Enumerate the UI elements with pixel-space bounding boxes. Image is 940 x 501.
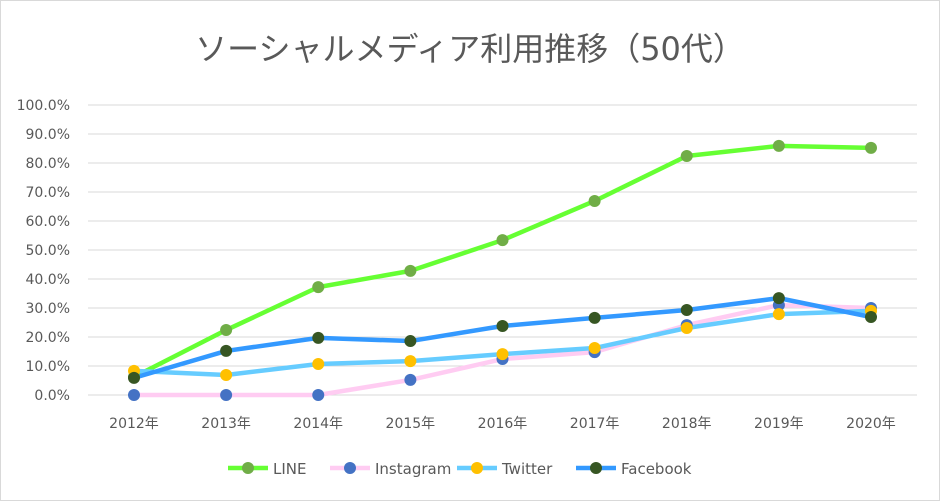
- data-point: [220, 389, 233, 401]
- legend-marker: [242, 462, 254, 474]
- data-point: [404, 335, 417, 348]
- data-point: [312, 389, 325, 401]
- data-point: [588, 342, 601, 355]
- data-point: [312, 331, 325, 344]
- x-tick-label: 2020年: [846, 416, 896, 432]
- x-tick-label: 2014年: [293, 416, 343, 432]
- data-point: [128, 371, 140, 384]
- data-point: [772, 292, 785, 305]
- y-tick-label: 0.0%: [34, 388, 70, 404]
- y-tick-label: 100.0%: [17, 98, 70, 114]
- legend-marker: [590, 462, 602, 474]
- data-point: [312, 357, 325, 370]
- data-point: [588, 194, 601, 207]
- chart-title: ソーシャルメディア利用推移（50代）: [195, 30, 745, 68]
- x-tick-label: 2015年: [386, 416, 436, 432]
- y-tick-label: 20.0%: [26, 330, 70, 346]
- y-tick-label: 10.0%: [26, 359, 70, 375]
- data-point: [496, 234, 509, 247]
- y-tick-label: 30.0%: [26, 301, 70, 317]
- legend-marker: [471, 462, 483, 474]
- data-point: [680, 150, 693, 163]
- data-point: [404, 264, 417, 277]
- data-point: [865, 310, 877, 323]
- y-axis: 0.0% 10.0% 20.0% 30.0% 40.0% 50.0% 60.0% 70.0% 8…: [17, 98, 70, 404]
- x-tick-label: 2012年: [109, 416, 159, 432]
- data-point: [680, 322, 693, 335]
- x-tick-label: 2017年: [570, 416, 620, 432]
- y-tick-label: 50.0%: [26, 243, 70, 259]
- data-point: [865, 141, 877, 154]
- legend-item-line: LINE: [228, 460, 306, 478]
- legend-label: Twitter: [501, 460, 553, 478]
- legend: LINE Instagram Twitter Facebook: [228, 460, 692, 478]
- data-point: [496, 348, 509, 361]
- x-tick-label: 2016年: [478, 416, 528, 432]
- legend-marker: [344, 462, 356, 474]
- data-point: [312, 281, 325, 294]
- data-point: [404, 373, 417, 386]
- data-point: [128, 389, 140, 401]
- data-point: [588, 311, 601, 324]
- data-point: [772, 308, 785, 321]
- series-group: [128, 139, 877, 401]
- data-point: [220, 344, 233, 357]
- y-tick-label: 60.0%: [26, 214, 70, 230]
- data-point: [220, 324, 233, 337]
- data-point: [772, 139, 785, 152]
- legend-item-twitter: Twitter: [457, 460, 553, 478]
- legend-label: LINE: [273, 460, 306, 478]
- x-tick-label: 2018年: [662, 416, 712, 432]
- x-tick-label: 2013年: [201, 416, 251, 432]
- y-tick-label: 40.0%: [26, 272, 70, 288]
- y-tick-label: 90.0%: [26, 127, 70, 143]
- legend-label: Facebook: [621, 460, 692, 478]
- data-point: [496, 319, 509, 332]
- x-axis: 2012年 2013年 2014年 2015年 2016年 2017年 2018年 2019年…: [109, 416, 896, 432]
- legend-item-facebook: Facebook: [576, 460, 692, 478]
- markers-facebook: [128, 292, 877, 384]
- y-tick-label: 80.0%: [26, 156, 70, 172]
- legend-item-instagram: Instagram: [330, 460, 451, 478]
- y-tick-label: 70.0%: [26, 185, 70, 201]
- data-point: [680, 304, 693, 317]
- legend-label: Instagram: [375, 460, 451, 478]
- x-tick-label: 2019年: [754, 416, 804, 432]
- markers-twitter: [128, 304, 877, 381]
- data-point: [404, 355, 417, 368]
- data-point: [220, 368, 233, 381]
